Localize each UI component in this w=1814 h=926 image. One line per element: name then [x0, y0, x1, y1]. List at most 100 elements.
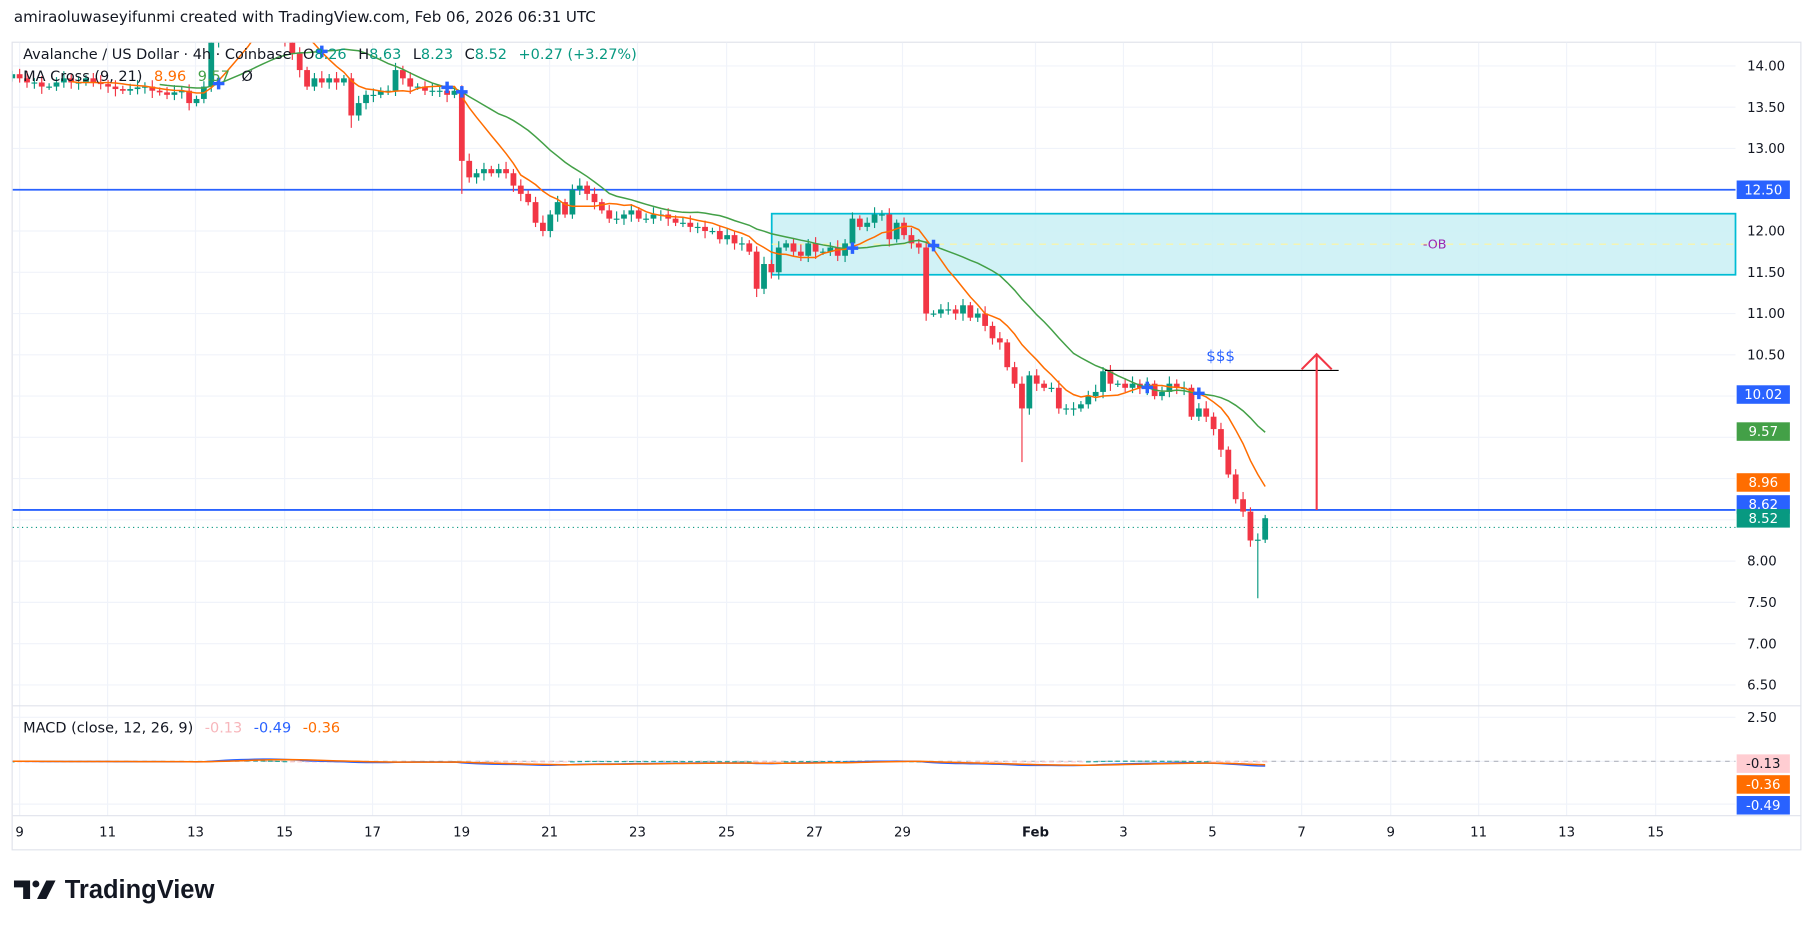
macd-histogram-bar — [1004, 761, 1010, 763]
macd-histogram-bar — [621, 761, 627, 763]
macd-histogram-bar — [1226, 761, 1231, 763]
macd-histogram-bar — [783, 761, 789, 763]
candle — [318, 71, 325, 88]
candle — [650, 207, 657, 224]
macd-signal-value: -0.36 — [302, 718, 341, 736]
candle-body — [1225, 449, 1232, 475]
candle — [16, 68, 23, 83]
candle — [879, 210, 885, 221]
ma-fast-line — [71, 42, 1266, 487]
macd-histogram-bar — [665, 760, 671, 763]
macd-histogram-bar — [1093, 761, 1098, 763]
candle — [1070, 402, 1077, 416]
price-tag: 8.52 — [1736, 508, 1790, 528]
time-axis-label: 11 — [99, 826, 116, 841]
candle-body — [871, 214, 878, 223]
time-axis-label: 17 — [364, 826, 381, 841]
macd-histogram-bar — [1248, 761, 1253, 763]
macd-histogram-bar — [592, 760, 597, 763]
candle-body — [341, 78, 347, 83]
ma-cross-legend[interactable]: MA Cross (9, 21) 8.96 9.57 Ø — [23, 67, 260, 84]
macd-histogram-bar — [1071, 761, 1076, 763]
candle — [436, 86, 443, 97]
candle — [517, 179, 524, 202]
candle-body — [473, 173, 480, 178]
candle-body — [112, 86, 119, 90]
time-axis-label: Feb — [1022, 826, 1049, 841]
candle-body — [142, 86, 148, 88]
candle-body — [996, 338, 1003, 343]
candle-body — [1122, 383, 1129, 388]
chart-frame — [11, 41, 1802, 851]
candle — [584, 181, 591, 201]
symbol-title[interactable]: Avalanche / US Dollar · 4h · Coinbase — [23, 45, 292, 63]
macd-histogram-bar — [702, 761, 708, 763]
macd-histogram-bar — [297, 761, 303, 763]
candle-body — [377, 90, 384, 95]
macd-histogram-bar — [518, 761, 524, 763]
macd-signal-line — [12, 758, 1266, 766]
candle-body — [510, 173, 517, 186]
candle — [598, 198, 605, 214]
time-axis-label: 9 — [15, 826, 23, 841]
candle-body — [540, 222, 546, 232]
candle — [790, 238, 797, 256]
macd-histogram-bar — [629, 760, 634, 763]
candle — [576, 178, 583, 196]
macd-histogram-bar — [267, 760, 273, 762]
candle — [1254, 533, 1261, 599]
macd-histogram-bar — [990, 761, 995, 763]
macd-histogram-bar — [1167, 760, 1172, 762]
candle — [31, 78, 38, 89]
candle-body — [879, 214, 885, 216]
macd-histogram-bar — [975, 761, 981, 763]
candle — [724, 227, 731, 245]
macd-legend[interactable]: MACD (close, 12, 26, 9) -0.13 -0.49 -0.3… — [23, 718, 347, 735]
price-axis-label: 13.00 — [1747, 142, 1785, 157]
candle-body — [960, 305, 966, 314]
tradingview-logo[interactable]: TradingView — [13, 875, 214, 905]
candle — [304, 66, 310, 90]
candle — [864, 217, 871, 232]
candle — [974, 308, 981, 322]
macd-histogram-bar — [1130, 760, 1135, 762]
candle — [208, 42, 215, 92]
candle — [1247, 507, 1254, 547]
ma-cross-marker — [212, 77, 225, 90]
candle — [938, 304, 944, 318]
macd-histogram-bar — [1152, 760, 1157, 762]
candle-body — [901, 222, 907, 236]
candle-body — [503, 169, 509, 174]
candle — [1085, 390, 1092, 409]
time-axis-label: 25 — [718, 826, 735, 841]
candle-body — [399, 70, 406, 79]
candle-body — [429, 90, 436, 92]
time-axis-label: 21 — [541, 826, 558, 841]
candle — [407, 72, 414, 94]
candle-body — [1004, 342, 1011, 368]
candle — [621, 210, 627, 225]
macd-histogram-bar — [820, 760, 826, 763]
candle-body — [304, 70, 310, 87]
candle — [716, 225, 723, 244]
candle — [952, 305, 959, 320]
macd-histogram-bar — [1019, 761, 1025, 763]
price-axis-label: 14.00 — [1747, 60, 1785, 75]
ohlc-change: +0.27 (+3.27%) — [518, 45, 637, 63]
candle-body — [119, 89, 126, 91]
candle-body — [709, 231, 716, 233]
candle-body — [820, 251, 826, 253]
macd-histogram-bar — [1218, 761, 1224, 763]
candle — [385, 85, 392, 95]
price-axis-label: 11.50 — [1747, 266, 1785, 281]
candle — [783, 240, 790, 251]
price-axis-label: 12.00 — [1747, 225, 1785, 240]
candle-body — [436, 90, 443, 92]
macd-histogram-bar — [1174, 760, 1180, 762]
macd-histogram-bar — [511, 761, 516, 763]
candle — [1232, 469, 1239, 504]
candle-body — [716, 231, 723, 240]
macd-value-tag: -0.13 — [1736, 754, 1790, 773]
